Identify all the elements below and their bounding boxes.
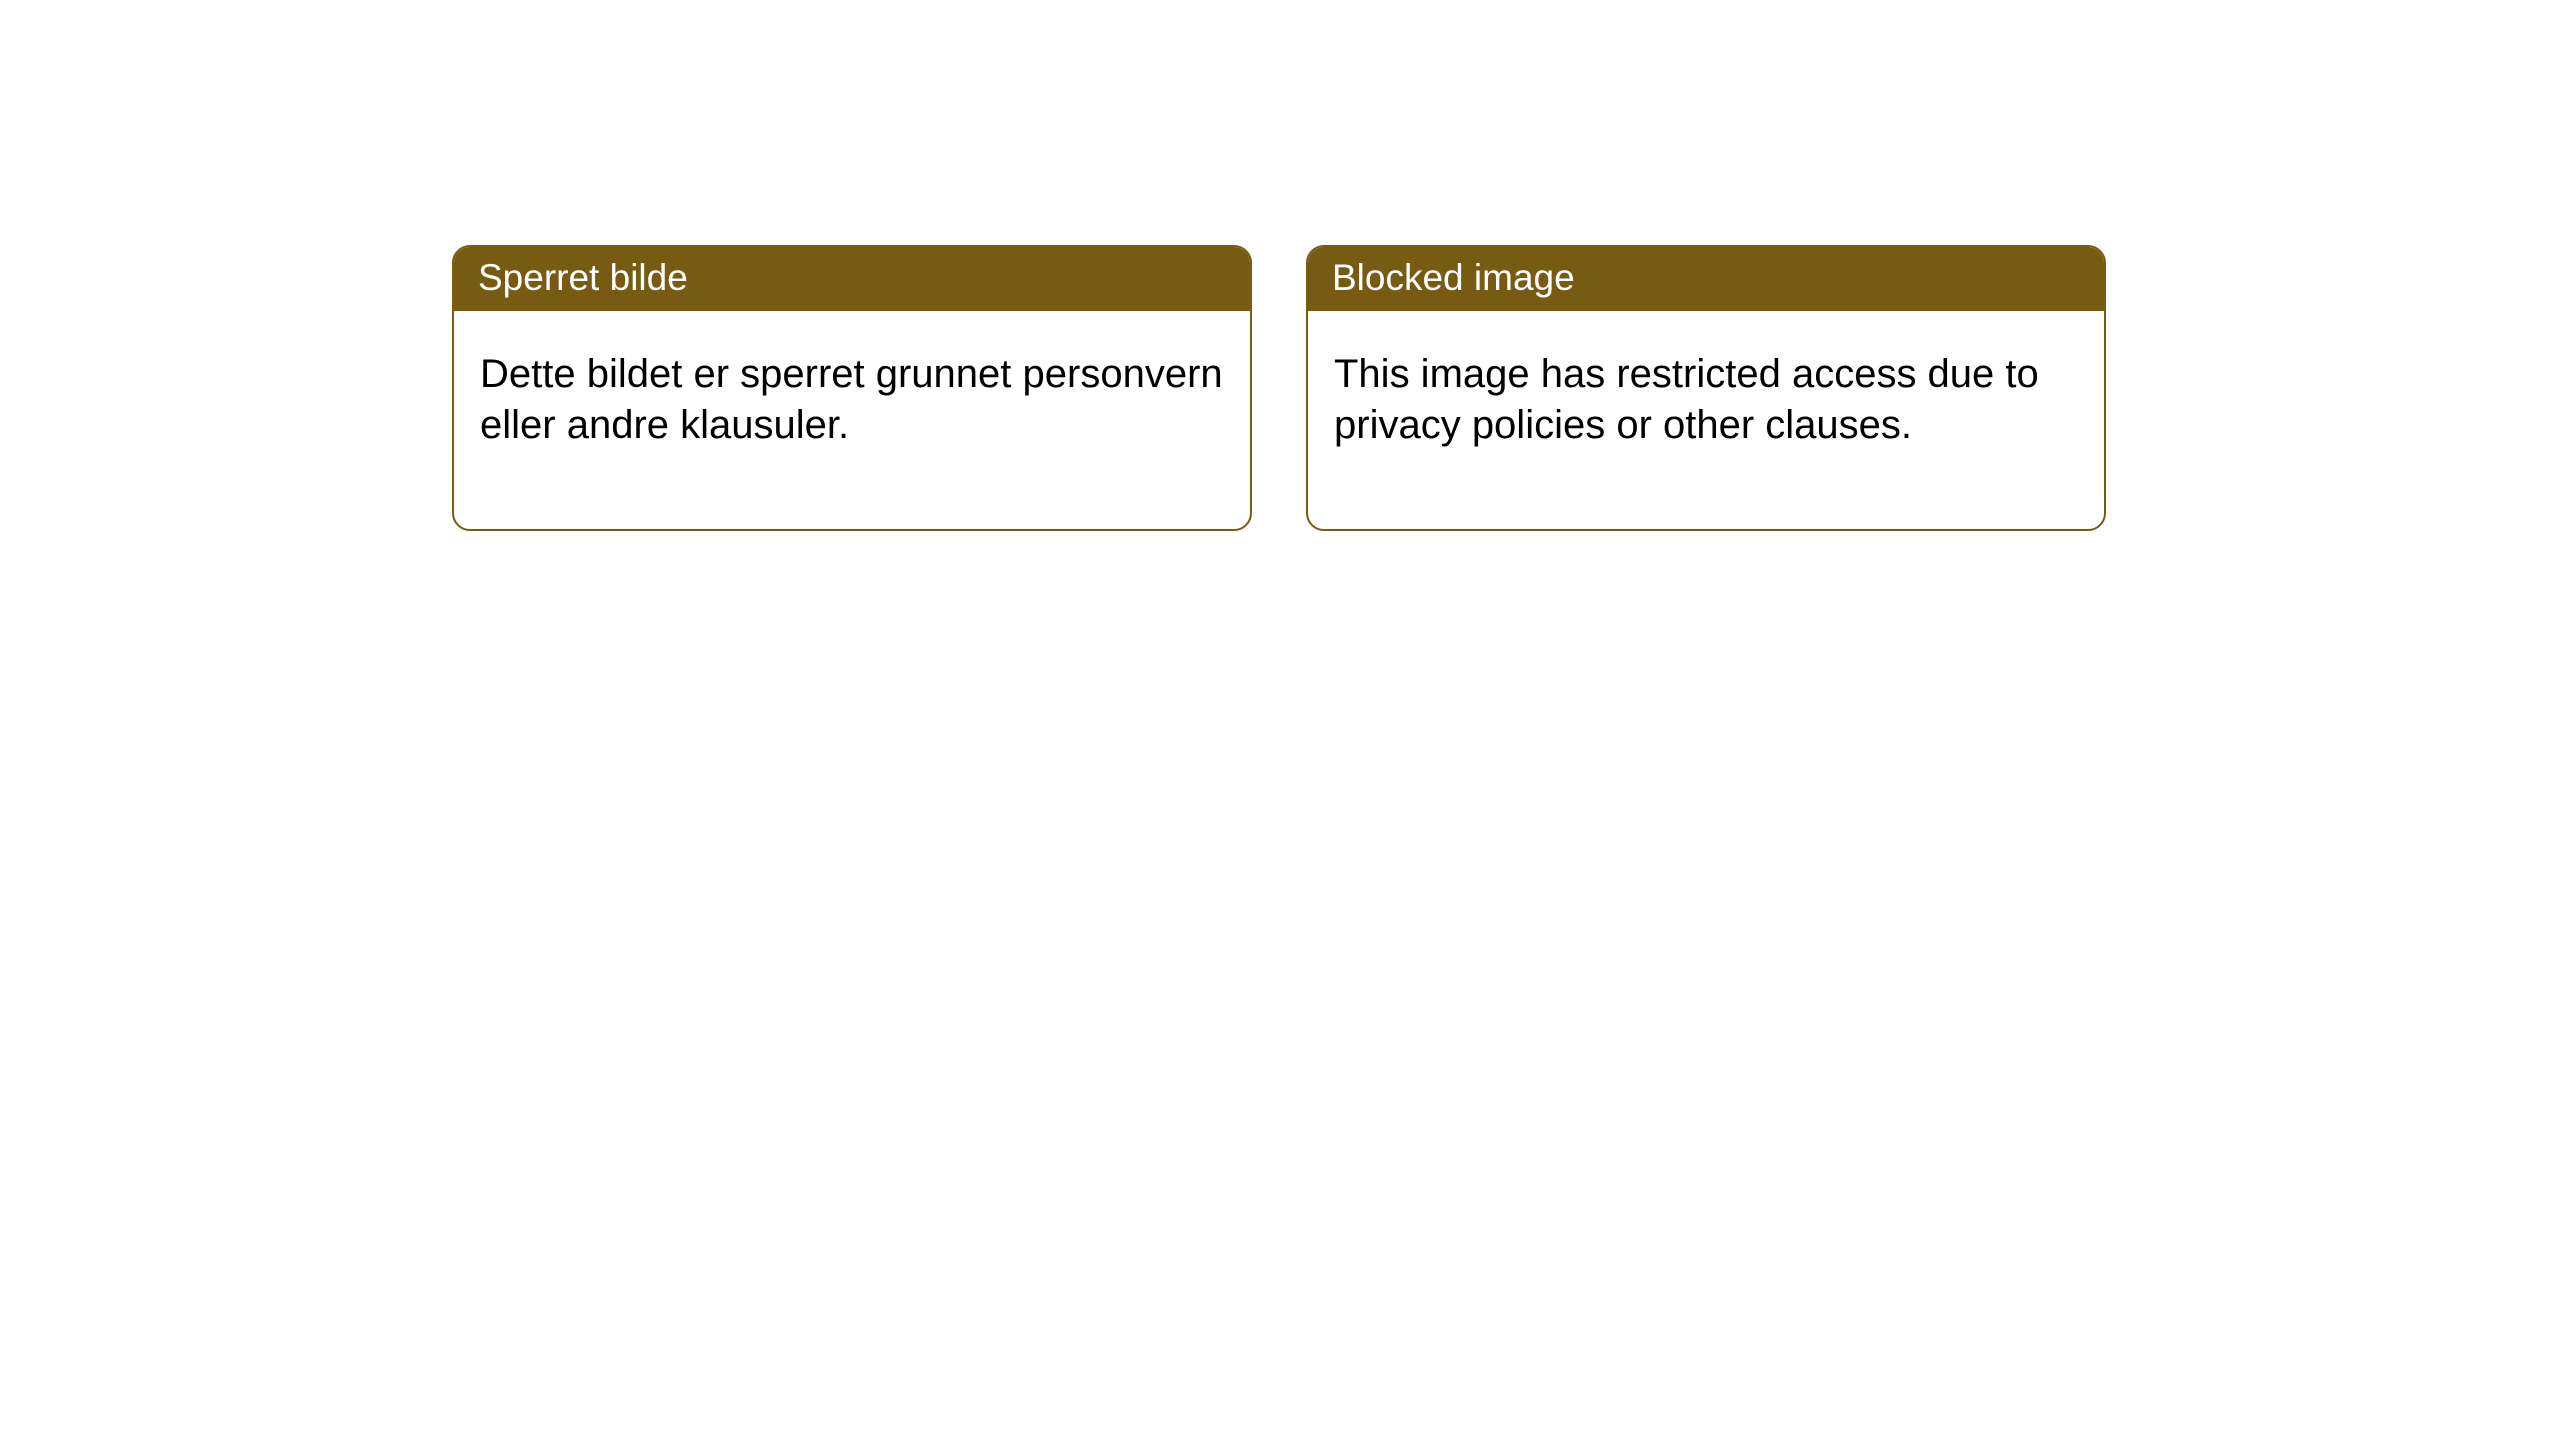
notice-body-english: This image has restricted access due to … [1308, 311, 2104, 529]
notice-header-english: Blocked image [1308, 247, 2104, 311]
notice-body-norwegian: Dette bildet er sperret grunnet personve… [454, 311, 1250, 529]
notice-card-norwegian: Sperret bilde Dette bildet er sperret gr… [452, 245, 1252, 531]
notice-header-norwegian: Sperret bilde [454, 247, 1250, 311]
notice-container: Sperret bilde Dette bildet er sperret gr… [0, 0, 2560, 531]
notice-card-english: Blocked image This image has restricted … [1306, 245, 2106, 531]
